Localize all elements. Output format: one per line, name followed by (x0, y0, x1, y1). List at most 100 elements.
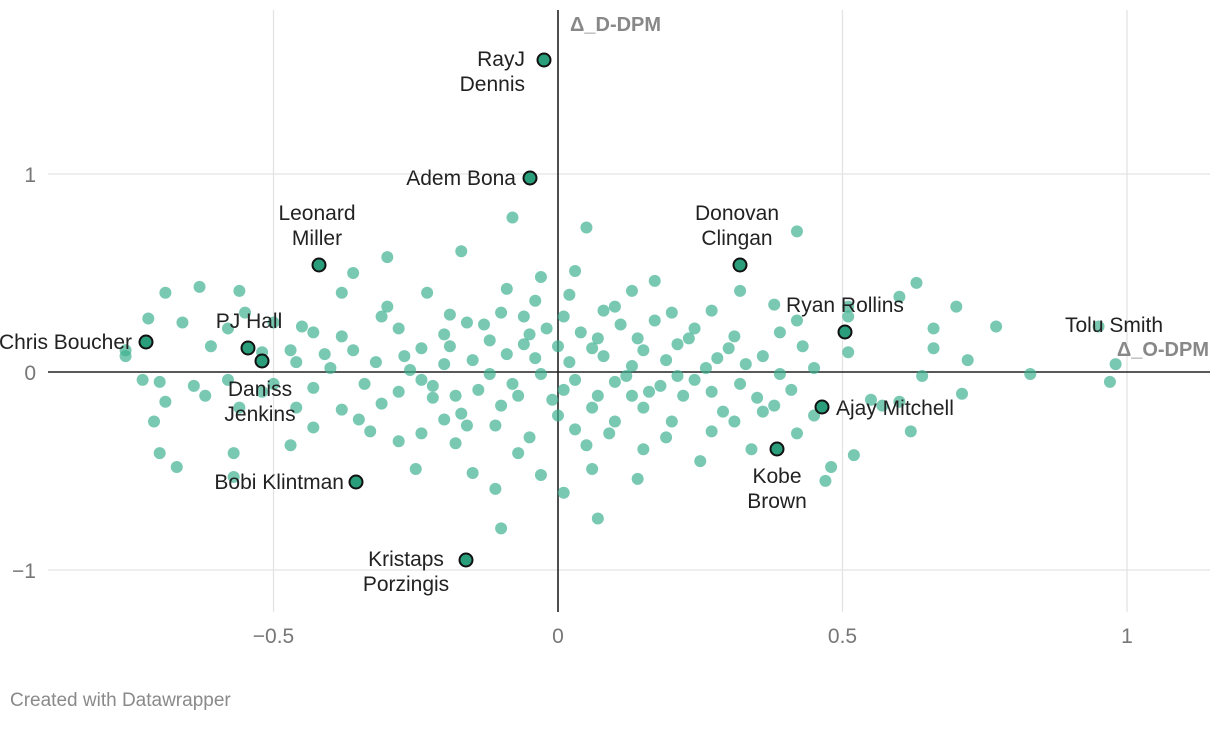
highlight-point-bobi-klintman (348, 474, 364, 490)
data-point (466, 354, 479, 367)
data-point (221, 322, 234, 335)
data-point (660, 354, 673, 367)
data-point (711, 352, 724, 365)
data-point (193, 280, 206, 293)
x-tick-label: 0.5 (828, 625, 857, 648)
data-point (910, 276, 923, 289)
data-point (790, 314, 803, 327)
highlight-point-adem-bona (522, 170, 538, 186)
data-point (773, 326, 786, 339)
data-point (534, 468, 547, 481)
data-point (267, 377, 280, 390)
data-point (751, 391, 764, 404)
highlight-label-line: Leonard (278, 202, 355, 225)
data-point (148, 415, 161, 428)
data-point (1109, 358, 1122, 371)
highlight-label-line: Jenkins (224, 403, 295, 426)
data-point (347, 267, 360, 279)
data-point (665, 415, 678, 428)
highlight-label-tolu-smith: Tolu Smith (1065, 314, 1163, 337)
data-point (153, 447, 166, 460)
data-point (688, 373, 701, 386)
credit-text: Created with Datawrapper (10, 690, 231, 711)
x-tick-label: −0.5 (253, 625, 294, 648)
data-point (335, 403, 348, 416)
data-point (347, 344, 360, 357)
data-point (398, 350, 411, 363)
data-point (153, 375, 166, 388)
highlight-label-line: Porzingis (363, 573, 449, 596)
data-point (557, 383, 570, 396)
data-point (699, 362, 712, 375)
data-point (597, 350, 610, 363)
highlight-label-line: Brown (747, 490, 807, 513)
data-point (466, 466, 479, 479)
data-point (415, 373, 428, 386)
highlight-label-line: Chris Boucher (0, 331, 132, 354)
data-point (489, 482, 502, 495)
data-point (506, 377, 519, 390)
data-point (671, 338, 684, 351)
data-point (1092, 320, 1105, 333)
highlight-label-adem-bona: Adem Bona (406, 167, 516, 190)
highlight-point-rayj-dennis (536, 52, 552, 68)
data-point (142, 312, 155, 325)
data-point (705, 304, 718, 317)
data-point (449, 389, 462, 402)
data-point (785, 383, 798, 396)
data-point (637, 401, 650, 414)
data-point (1103, 375, 1116, 388)
highlight-point-pj-hall (240, 340, 256, 356)
data-point (569, 423, 582, 436)
data-point (597, 304, 610, 317)
data-point (455, 407, 468, 420)
data-point (335, 286, 348, 299)
data-point (449, 437, 462, 450)
data-point (927, 322, 940, 335)
highlight-label-rayj-dennis: RayJ Dennis (460, 48, 525, 96)
data-point (455, 245, 468, 258)
data-point (660, 431, 673, 444)
data-point (495, 522, 508, 535)
highlight-label-kobe-brown: Kobe Brown (747, 465, 807, 513)
data-point (358, 377, 371, 390)
data-point (608, 375, 621, 388)
data-point (574, 326, 587, 339)
data-point (717, 405, 730, 418)
data-point (842, 310, 855, 323)
x-tick-label: 1 (1121, 625, 1133, 648)
data-point (745, 443, 758, 456)
y-tick-label: −1 (12, 560, 36, 583)
data-point (404, 364, 417, 377)
data-point (227, 470, 240, 483)
highlight-label-line: Miller (292, 227, 342, 250)
data-point (534, 270, 547, 283)
data-point (569, 265, 582, 278)
data-point (682, 332, 695, 345)
data-point (478, 318, 491, 331)
data-point (529, 352, 542, 365)
data-point (876, 399, 889, 412)
highlight-label-line: Bobi Klintman (214, 471, 344, 494)
highlight-label-line: Daniss (228, 378, 292, 401)
data-point (318, 348, 331, 361)
data-point (563, 356, 576, 369)
data-point (569, 373, 582, 386)
data-point (637, 443, 650, 456)
highlight-point-chris-boucher (138, 334, 154, 350)
y-tick-label: 1 (24, 164, 36, 187)
data-point (284, 439, 297, 452)
data-point (517, 338, 530, 351)
data-point (665, 306, 678, 319)
highlight-label-kristaps-porzingis: Kristaps Porzingis (363, 548, 449, 596)
data-point (176, 316, 189, 329)
highlight-label-ryan-rollins: Ryan Rollins (786, 294, 904, 317)
data-point (756, 350, 769, 363)
highlight-point-ajay-mitchell (814, 399, 830, 415)
y-tick-label-zero: 0 (24, 362, 36, 385)
data-point (648, 274, 661, 287)
data-point (688, 322, 701, 335)
data-point (159, 395, 172, 408)
